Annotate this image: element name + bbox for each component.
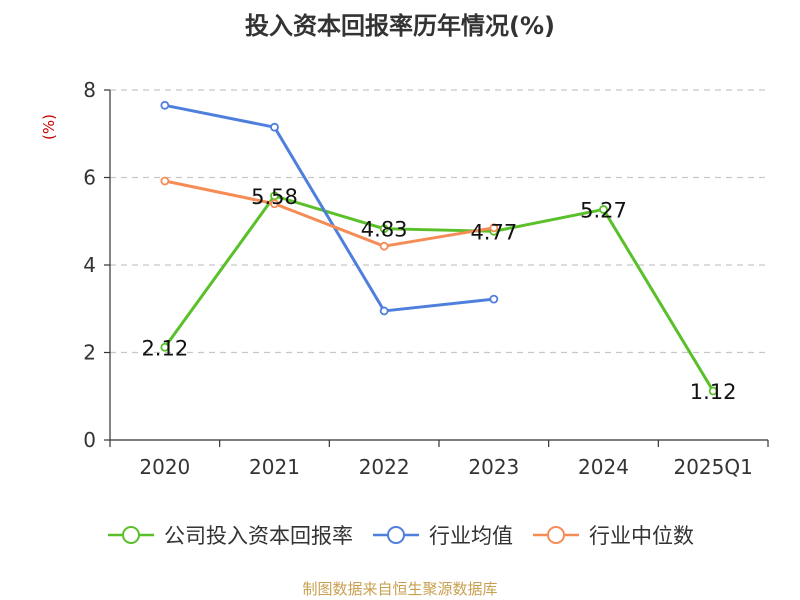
- grid-lines: [110, 89, 768, 354]
- point-s0-2024: [599, 205, 608, 214]
- legend-marker-median: [533, 526, 579, 544]
- point-s2-2022: [379, 241, 389, 251]
- data-labels: 2.12 5.58 4.83 4.77 5.27 1.12: [141, 185, 736, 404]
- x-tick-label-2021: 2021: [249, 455, 300, 479]
- x-tick-label-2022: 2022: [359, 455, 410, 479]
- point-s1-2022: [379, 306, 389, 316]
- y-tick-label-8: 8: [83, 78, 96, 102]
- data-label-2020: 2.12: [141, 336, 188, 360]
- legend-label-mean: 行业均值: [429, 524, 513, 548]
- legend-item-company[interactable]: 公司投入资本回报率: [106, 520, 353, 550]
- point-s0-2025Q1: [708, 386, 718, 396]
- y-axis-label: (%): [40, 114, 58, 140]
- source-note: 制图数据来自恒生聚源数据库: [302, 580, 498, 598]
- series-group: [160, 100, 718, 396]
- y-tick-label-0: 0: [83, 428, 96, 452]
- point-s0-2022: [379, 224, 389, 234]
- x-tick-label-2024: 2024: [578, 455, 629, 479]
- point-s0-2020: [160, 342, 170, 352]
- legend-marker-company: [108, 526, 154, 544]
- data-label-2021: 5.58: [251, 185, 298, 209]
- legend-label-median: 行业中位数: [589, 524, 694, 548]
- data-label-2024: 5.27: [580, 198, 627, 222]
- point-s2-2020: [160, 176, 170, 186]
- point-s1-2021: [270, 122, 279, 132]
- point-s2-2021: [270, 199, 279, 209]
- data-label-2022: 4.83: [361, 218, 408, 242]
- series-line-2: [164, 179, 495, 248]
- legend-item-median[interactable]: 行业中位数: [531, 520, 694, 550]
- y-tick-label-6: 6: [83, 166, 96, 190]
- chart-title: 投入资本回报率历年情况(%): [245, 12, 555, 40]
- x-tick-label-2020: 2020: [139, 455, 190, 479]
- legend-marker-mean: [373, 526, 419, 544]
- y-tick-label-4: 4: [83, 253, 96, 277]
- legend: 公司投入资本回报率 行业均值 行业中位数: [0, 520, 800, 550]
- y-tick-label-2: 2: [83, 341, 96, 365]
- point-s2-2023: [489, 223, 499, 233]
- point-s1-2023: [489, 294, 499, 304]
- series-line-0: [163, 194, 715, 392]
- point-s1-2020: [160, 100, 170, 110]
- x-tick-label-2023: 2023: [468, 455, 519, 479]
- data-label-2023: 4.77: [470, 220, 517, 244]
- series-line-1: [164, 103, 494, 313]
- legend-item-mean[interactable]: 行业均值: [371, 520, 513, 550]
- data-label-2025Q1: 1.12: [690, 380, 737, 404]
- legend-label-company: 公司投入资本回报率: [164, 524, 353, 548]
- x-tick-label-2025Q1: 2025Q1: [673, 455, 752, 479]
- axes: 0 2 4 6 8 (%) 2020 2021 2022 2023 2024 2025Q1: [40, 78, 769, 479]
